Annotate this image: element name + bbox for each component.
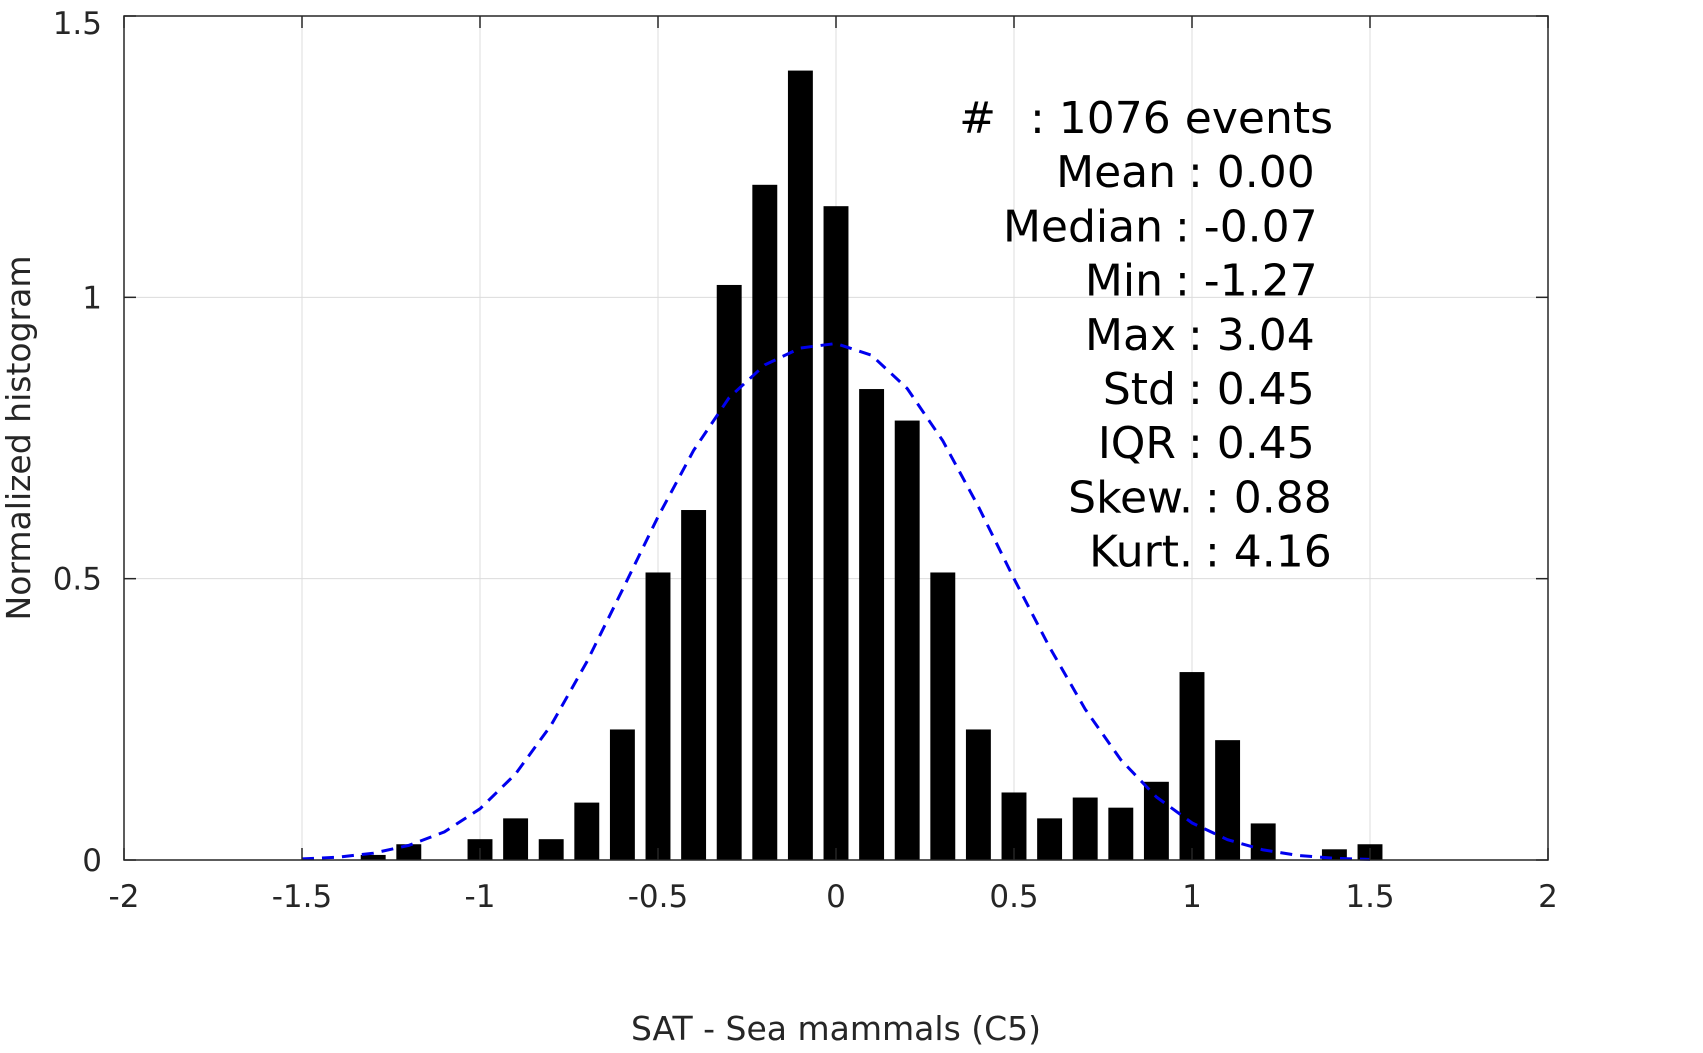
histogram-bar bbox=[1321, 849, 1347, 860]
y-tick-label: 1.5 bbox=[53, 6, 102, 42]
stats-value: : 0.45 bbox=[1188, 364, 1315, 415]
y-tick-labels: 0 0.5 1 1.5 bbox=[53, 6, 102, 879]
x-tick-labels: -2 -1.5 -1 -0.5 0 0.5 1 1.5 2 bbox=[109, 879, 1558, 915]
stats-value: : 4.16 bbox=[1205, 527, 1332, 578]
histogram-bar bbox=[859, 389, 885, 860]
stats-label: Mean bbox=[1056, 147, 1176, 198]
histogram-bar bbox=[823, 206, 849, 860]
histogram-bar bbox=[1250, 823, 1276, 860]
x-axis-title: SAT - Sea mammals (C5) bbox=[631, 1009, 1041, 1048]
stats-label: Std bbox=[1103, 364, 1176, 415]
histogram-bar bbox=[1108, 807, 1134, 860]
histogram-bars bbox=[360, 70, 1383, 861]
x-tick-label: 0.5 bbox=[989, 879, 1038, 915]
stats-label: Min bbox=[1085, 256, 1163, 307]
stats-value: : 0.88 bbox=[1205, 472, 1332, 523]
stats-value: : 0.45 bbox=[1188, 418, 1315, 469]
x-tick-label: -0.5 bbox=[628, 879, 689, 915]
x-tick-label: -1 bbox=[465, 879, 496, 915]
histogram-bar bbox=[574, 802, 600, 860]
stats-value: : -1.27 bbox=[1175, 256, 1318, 307]
stats-label: Kurt. bbox=[1089, 527, 1193, 578]
stats-label: Max bbox=[1085, 310, 1176, 361]
stats-label: Median bbox=[1003, 201, 1163, 252]
stats-label: # bbox=[959, 93, 996, 144]
stats-label: Skew. bbox=[1068, 472, 1193, 523]
y-tick-label: 1 bbox=[82, 280, 102, 316]
histogram-bar bbox=[716, 284, 742, 860]
stats-value: : 0.00 bbox=[1188, 147, 1315, 198]
normal-fit-curve bbox=[301, 341, 1371, 861]
histogram-bar bbox=[681, 510, 707, 860]
x-tick-label: 2 bbox=[1538, 879, 1558, 915]
histogram-bar bbox=[1215, 740, 1241, 860]
axes bbox=[123, 15, 1549, 861]
x-tick-label: -1.5 bbox=[272, 879, 333, 915]
histogram-bar bbox=[752, 184, 778, 861]
histogram-bar bbox=[645, 572, 671, 860]
stats-label: IQR bbox=[1098, 418, 1176, 469]
histogram-bar bbox=[1037, 818, 1063, 860]
histogram-bar bbox=[1179, 672, 1205, 860]
histogram-bar bbox=[609, 729, 635, 860]
y-tick-label: 0.5 bbox=[53, 562, 102, 598]
histogram-bar bbox=[965, 729, 991, 860]
histogram-bar bbox=[538, 839, 564, 860]
x-tick-label: 1 bbox=[1182, 879, 1202, 915]
stats-value: : 1076 events bbox=[1030, 93, 1333, 144]
x-tick-label: 0 bbox=[826, 879, 846, 915]
y-axis-title: Normalized histogram bbox=[0, 256, 38, 621]
x-tick-label: -2 bbox=[109, 879, 140, 915]
stats-value: : 3.04 bbox=[1188, 310, 1315, 361]
histogram-bar bbox=[1143, 781, 1169, 860]
histogram-bar bbox=[787, 70, 813, 860]
histogram-bar bbox=[894, 420, 920, 860]
histogram-bar bbox=[503, 818, 529, 860]
x-tick-label: 1.5 bbox=[1345, 879, 1394, 915]
histogram-bar bbox=[360, 854, 386, 860]
histogram-bar bbox=[930, 572, 956, 860]
histogram-bar bbox=[1072, 797, 1098, 860]
stats-value: : -0.07 bbox=[1175, 201, 1318, 252]
y-tick-label: 0 bbox=[82, 843, 102, 879]
